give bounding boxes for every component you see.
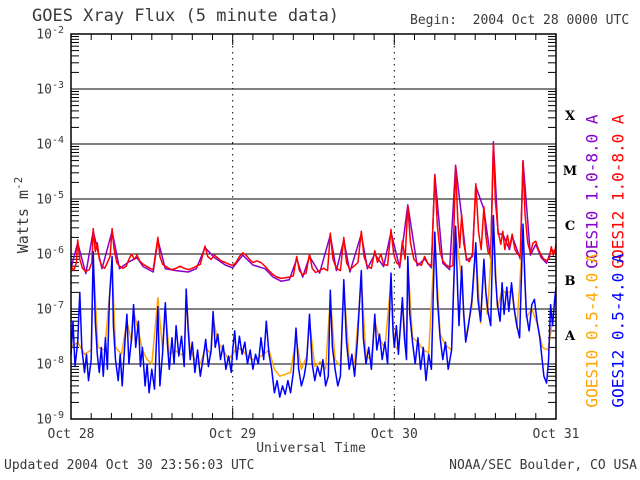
flux-class-x: X	[564, 108, 576, 124]
source-credit: NOAA/SEC Boulder, CO USA	[449, 458, 637, 473]
flux-class-c: C	[564, 218, 576, 234]
y-tick-label-1e-4: 10-4	[36, 135, 64, 153]
legend-goes10-short: GOES10 0.5-4.0 A	[582, 253, 602, 408]
y-tick-label-1e-3: 10-3	[36, 80, 64, 98]
begin-timestamp: Begin: 2004 Oct 28 0000 UTC	[410, 13, 630, 28]
y-tick-label-1e-7: 10-7	[36, 300, 64, 318]
flux-class-m: M	[562, 163, 578, 179]
page-title: GOES Xray Flux (5 minute data)	[32, 6, 340, 26]
y-tick-label-1e-6: 10-6	[36, 245, 64, 263]
updated-timestamp: Updated 2004 Oct 30 23:56:03 UTC	[4, 458, 255, 473]
trace-goes10-0-5-4-0-a	[70, 221, 557, 377]
x-axis-title: Universal Time	[256, 441, 366, 456]
flux-class-b: B	[564, 273, 576, 289]
x-tick-label-oct-28: Oct 28	[47, 427, 95, 442]
legend-goes12-short: GOES12 0.5-4.0 A	[608, 253, 628, 408]
y-tick-label-1e-5: 10-5	[36, 190, 64, 208]
trace-goes12-1-0-8-0-a	[70, 142, 557, 280]
flux-class-a: A	[564, 328, 576, 344]
y-tick-label-1e-8: 10-8	[36, 355, 64, 373]
x-tick-label-oct-29: Oct 29	[209, 427, 257, 442]
x-tick-label-oct-30: Oct 30	[370, 427, 418, 442]
x-tick-label-oct-31: Oct 31	[532, 427, 580, 442]
y-tick-label-1e-2: 10-2	[36, 25, 64, 43]
trace-goes12-0-5-4-0-a	[70, 214, 557, 398]
plot-frame	[70, 33, 557, 420]
y-tick-label-1e-9: 10-9	[36, 410, 64, 428]
y-axis-label: Watts m-2	[12, 135, 32, 295]
